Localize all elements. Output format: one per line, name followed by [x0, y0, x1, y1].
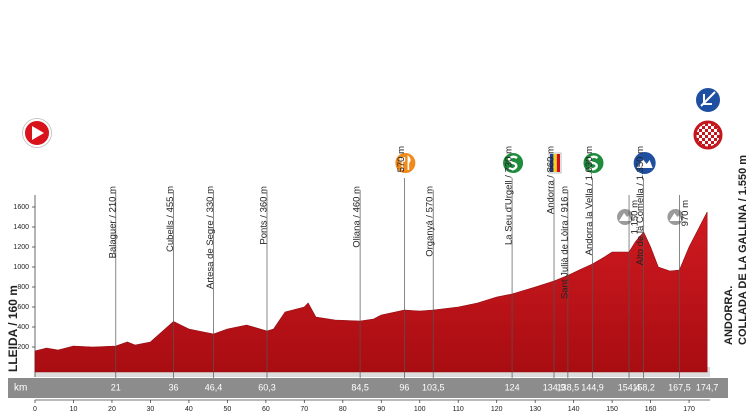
y-tick-label: 800 — [17, 284, 29, 291]
x-tick-label: 20 — [108, 406, 116, 413]
waypoint-icon — [581, 151, 606, 175]
km-value: 36 — [168, 382, 178, 392]
waypoint-icon — [665, 207, 686, 227]
finish-label: ANDORRA. — [723, 286, 735, 345]
icon-glyph — [399, 155, 411, 170]
icon-glyph — [588, 155, 599, 171]
flag-stripe — [553, 154, 557, 172]
finish-label: COLLADA DE LA GALLINA / 1.550 m — [737, 155, 749, 345]
km-value: 144,9 — [581, 382, 604, 392]
x-tick-label: 50 — [223, 406, 231, 413]
waypoint-label: Andorra la Vella / 1.030 m — [584, 146, 595, 255]
waypoint-label: Alto de la Comella / 1.350 m — [635, 146, 646, 265]
waypoint-label: Artesa de Segre / 330 m — [205, 186, 216, 289]
waypoint-icon — [548, 152, 562, 174]
waypoint-icon — [615, 207, 636, 227]
km-value: 124 — [505, 382, 520, 392]
km-value: 154,4 — [618, 382, 641, 392]
finish-icon — [693, 86, 723, 150]
icon-glyph — [636, 159, 653, 168]
x-tick-label: 160 — [645, 406, 657, 413]
y-tick-label: 1200 — [13, 244, 29, 251]
waypoint-label: Andorra / 860 m — [546, 146, 557, 214]
x-tick-label: 170 — [683, 406, 695, 413]
x-tick-label: 70 — [300, 406, 308, 413]
y-tick-label: 600 — [17, 304, 29, 311]
waypoint-label: Ponts / 360 m — [259, 186, 270, 245]
km-value: 46,4 — [205, 382, 223, 392]
waypoint-icon — [631, 150, 658, 176]
waypoint-label: Balaguer / 210 m — [107, 186, 118, 258]
x-tick-label: 80 — [339, 406, 347, 413]
km-value: 158,2 — [632, 382, 655, 392]
x-tick-label: 40 — [185, 406, 193, 413]
icon-glyph — [507, 155, 518, 171]
km-value: 60,3 — [258, 382, 276, 392]
x-tick-label: 130 — [529, 406, 541, 413]
km-value: 174,7 — [696, 382, 719, 392]
y-tick-label: 1600 — [13, 204, 29, 211]
icon-glyph — [619, 213, 632, 221]
km-band — [8, 378, 728, 398]
x-tick-label: 90 — [377, 406, 385, 413]
waypoint-label: Organyá / 570 m — [425, 186, 436, 257]
x-tick-label: 60 — [262, 406, 270, 413]
y-tick-label: 1400 — [13, 224, 29, 231]
km-value: 21 — [111, 382, 121, 392]
start-icon — [22, 118, 52, 148]
waypoint-icon — [393, 151, 418, 175]
icon-glyph — [669, 213, 682, 221]
waypoint-label: Oliana / 460 m — [352, 186, 363, 248]
km-value: 138,5 — [557, 382, 580, 392]
waypoint-label: 570 m — [396, 146, 407, 172]
x-tick-label: 120 — [491, 406, 503, 413]
km-value: 96 — [399, 382, 409, 392]
waypoint-label: 970 m — [680, 200, 691, 226]
waypoint-label: 1.150 m — [630, 200, 641, 234]
elevation-area — [34, 211, 708, 373]
x-tick-label: 150 — [606, 406, 618, 413]
y-tick-label: 1000 — [13, 264, 29, 271]
flag-stripe — [550, 154, 554, 172]
y-tick-label: 400 — [17, 324, 29, 331]
km-value: 167,5 — [668, 382, 691, 392]
x-tick-label: 10 — [70, 406, 78, 413]
waypoint-label: Sant Julià de Lòira / 916 m — [559, 186, 570, 299]
waypoint-label: La Seu d'Urgell / 730 m — [504, 146, 515, 245]
flag-stripe — [556, 154, 561, 172]
x-tick-label: 110 — [453, 406, 464, 413]
km-value: 103,5 — [422, 382, 445, 392]
km-value: 84,5 — [351, 382, 369, 392]
km-label: km — [14, 383, 27, 394]
x-tick-label: 140 — [568, 406, 580, 413]
x-tick-label: 0 — [33, 406, 37, 413]
x-tick-label: 30 — [147, 406, 155, 413]
start-label: LLEIDA / 160 m — [6, 285, 20, 372]
x-tick-label: 100 — [414, 406, 426, 413]
km-value: 134,9 — [543, 382, 566, 392]
y-tick-label: 200 — [17, 344, 29, 351]
waypoint-label: Cubells / 455 m — [165, 186, 176, 252]
waypoint-icon — [501, 151, 526, 175]
